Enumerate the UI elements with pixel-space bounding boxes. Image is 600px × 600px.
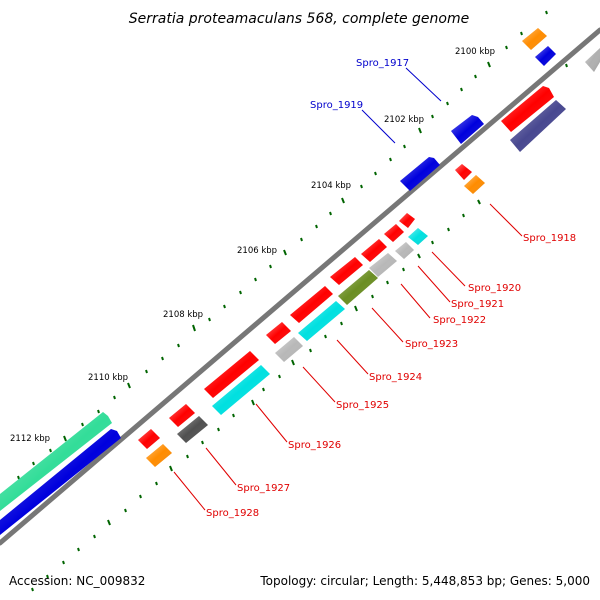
gene-blue-long-2112[interactable]: [0, 429, 121, 535]
gene-spro-1928[interactable]: [146, 444, 172, 467]
leader-lines-red: [173, 203, 523, 511]
genome-backbone: [0, 27, 600, 546]
gene-label-spro-1920[interactable]: Spro_1920: [468, 283, 521, 294]
gene-teal-long-2112[interactable]: [0, 412, 112, 511]
gene-label-spro-1917[interactable]: Spro_1917: [356, 58, 409, 69]
gene-spro-1920[interactable]: [408, 228, 428, 245]
gene-spro-1924[interactable]: [298, 301, 345, 341]
gene-red-1925[interactable]: [266, 322, 291, 344]
gene-red-1928[interactable]: [138, 429, 160, 449]
gene-red-1926[interactable]: [204, 351, 259, 398]
gene-arrow-top-blue[interactable]: [535, 46, 556, 66]
position-ticks: [17, 10, 568, 592]
kbp-label-2106: 2106 kbp: [237, 246, 277, 256]
gene-label-spro-1928[interactable]: Spro_1928: [206, 508, 259, 519]
kbp-label-2108: 2108 kbp: [163, 310, 203, 320]
gene-spro-1919[interactable]: [400, 157, 440, 191]
kbp-label-2102: 2102 kbp: [384, 115, 424, 125]
kbp-label-2100: 2100 kbp: [455, 47, 495, 57]
gene-label-spro-1923[interactable]: Spro_1923: [405, 339, 458, 350]
gene-label-spro-1918[interactable]: Spro_1918: [523, 233, 576, 244]
gene-red-1922[interactable]: [361, 239, 387, 262]
gene-spro-1922[interactable]: [369, 253, 397, 277]
gene-label-spro-1924[interactable]: Spro_1924: [369, 372, 422, 383]
gene-label-spro-1919[interactable]: Spro_1919: [310, 100, 363, 111]
gene-red-1927[interactable]: [169, 404, 195, 427]
gene-spro-1921[interactable]: [395, 242, 414, 259]
gene-spro-1918-red[interactable]: [455, 164, 472, 180]
gene-spro-1926[interactable]: [212, 365, 270, 415]
gene-label-spro-1925[interactable]: Spro_1925: [336, 400, 389, 411]
gene-label-spro-1927[interactable]: Spro_1927: [237, 483, 290, 494]
gene-red-top-right[interactable]: [501, 86, 554, 132]
gene-red-1924[interactable]: [290, 286, 333, 323]
accession-text: Accession: NC_009832: [9, 574, 145, 588]
gene-grey-top-right[interactable]: [585, 48, 600, 72]
map-title: Serratia proteamaculans 568, complete ge…: [129, 11, 469, 27]
gene-indigo-top-right[interactable]: [510, 100, 566, 152]
kbp-label-2110: 2110 kbp: [88, 373, 128, 383]
genome-summary-text: Topology: circular; Length: 5,448,853 bp…: [259, 574, 590, 588]
gene-red-1920[interactable]: [399, 213, 415, 228]
gene-arrow-top-orange[interactable]: [522, 28, 547, 50]
kbp-label-2112: 2112 kbp: [10, 434, 50, 444]
gene-spro-1923[interactable]: [338, 270, 378, 305]
gene-label-spro-1922[interactable]: Spro_1922: [433, 315, 486, 326]
kbp-label-2104: 2104 kbp: [311, 181, 351, 191]
gene-red-1921[interactable]: [384, 224, 404, 242]
gene-red-1923[interactable]: [330, 257, 363, 285]
gene-spro-1925[interactable]: [275, 337, 303, 362]
leader-lines-blue: [361, 67, 442, 144]
gene-spro-1927[interactable]: [177, 416, 208, 443]
gene-spro-1917[interactable]: [451, 115, 484, 144]
gene-label-spro-1921[interactable]: Spro_1921: [451, 299, 504, 310]
gene-label-spro-1926[interactable]: Spro_1926: [288, 440, 341, 451]
gene-spro-1918[interactable]: [464, 175, 485, 194]
